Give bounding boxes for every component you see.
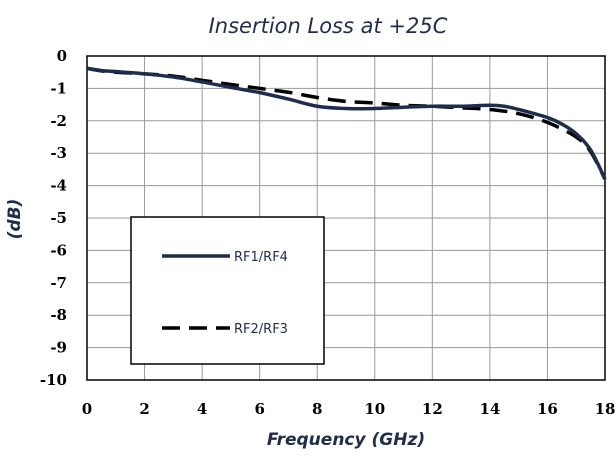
series-line-rf1-rf4	[86, 66, 607, 180]
legend-label-rf1-rf4: RF1/RF4	[234, 250, 288, 265]
x-tick-label: 12	[422, 400, 443, 418]
y-tick-label: -9	[50, 339, 67, 357]
y-tick-label: 0	[57, 47, 67, 65]
x-tick-label: 4	[197, 400, 207, 418]
x-tick-label: 16	[537, 400, 558, 418]
y-tick-label: -10	[40, 371, 67, 389]
x-tick-label: 6	[254, 400, 264, 418]
y-tick-labels: 0 -1 -2 -3 -4 -5 -6 -7 -8 -9 -10	[40, 47, 67, 389]
plot-frame	[86, 55, 606, 381]
x-tick-label: 8	[312, 400, 322, 418]
y-tick-label: -7	[50, 274, 67, 292]
chart-title: Insertion Loss at +25C	[209, 14, 448, 38]
y-tick-label: -8	[50, 306, 67, 324]
legend: RF1/RF4 RF2/RF3	[130, 216, 325, 365]
legend-label-rf2-rf3: RF2/RF3	[234, 322, 288, 337]
legend-box	[130, 216, 325, 365]
y-tick-label: -2	[50, 112, 67, 130]
x-tick-label: 0	[82, 400, 92, 418]
x-tick-label: 14	[479, 400, 500, 418]
series-layer	[86, 66, 607, 180]
y-tick-label: -4	[50, 177, 67, 195]
y-tick-label: -3	[50, 144, 67, 162]
y-tick-label: -1	[50, 79, 67, 97]
x-tick-label: 10	[364, 400, 385, 418]
x-tick-label: 2	[139, 400, 149, 418]
x-tick-labels: 0 2 4 6 8 10 12 14 16 18	[82, 400, 616, 418]
y-tick-label: -6	[50, 241, 67, 259]
y-axis-label: (dB)	[5, 199, 25, 240]
y-tick-label: -5	[50, 209, 67, 227]
x-axis-label: Frequency (GHz)	[267, 430, 425, 450]
x-tick-label: 18	[595, 400, 616, 418]
